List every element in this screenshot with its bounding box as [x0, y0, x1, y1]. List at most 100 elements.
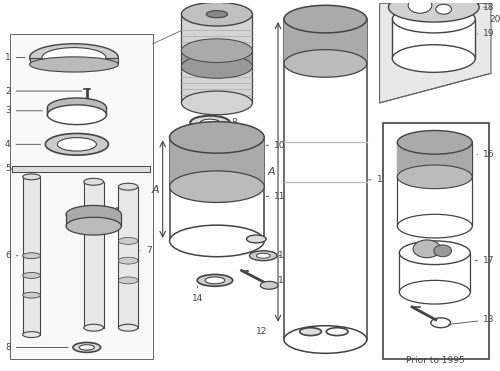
Bar: [170, 137, 264, 241]
Ellipse shape: [284, 326, 367, 353]
Bar: [392, 19, 475, 59]
Ellipse shape: [48, 98, 106, 118]
Ellipse shape: [30, 57, 118, 72]
Bar: [30, 58, 118, 65]
Text: 12: 12: [278, 251, 289, 260]
Ellipse shape: [170, 171, 264, 203]
Ellipse shape: [436, 4, 452, 14]
Ellipse shape: [118, 324, 138, 331]
Ellipse shape: [398, 165, 472, 189]
Text: A: A: [152, 185, 160, 195]
Polygon shape: [12, 166, 150, 172]
Ellipse shape: [200, 119, 220, 126]
Ellipse shape: [182, 91, 252, 115]
Bar: [398, 142, 472, 226]
Ellipse shape: [22, 253, 40, 259]
Ellipse shape: [398, 131, 472, 154]
Bar: [400, 253, 470, 292]
Ellipse shape: [197, 275, 232, 286]
Bar: [66, 214, 122, 226]
Ellipse shape: [434, 245, 452, 257]
Ellipse shape: [46, 134, 108, 155]
Bar: [22, 177, 40, 335]
Text: 2: 2: [5, 86, 82, 96]
Ellipse shape: [48, 105, 106, 125]
Text: 1: 1: [5, 53, 25, 62]
Ellipse shape: [205, 277, 225, 284]
Text: 17: 17: [475, 256, 494, 265]
Bar: [284, 19, 367, 63]
Text: 12: 12: [256, 327, 268, 336]
Ellipse shape: [22, 332, 40, 338]
Text: 19: 19: [477, 29, 494, 38]
Bar: [398, 142, 472, 177]
Ellipse shape: [118, 277, 138, 284]
Text: 16: 16: [477, 150, 494, 159]
Ellipse shape: [182, 39, 252, 62]
Bar: [284, 19, 367, 339]
Text: 6: 6: [5, 251, 18, 260]
Ellipse shape: [413, 240, 440, 258]
Ellipse shape: [300, 328, 322, 336]
Ellipse shape: [42, 47, 106, 68]
Ellipse shape: [182, 2, 252, 26]
Ellipse shape: [400, 241, 470, 265]
Text: 18: 18: [483, 3, 494, 12]
Text: 6A: 6A: [108, 207, 120, 216]
Bar: [182, 51, 252, 66]
Ellipse shape: [190, 116, 230, 129]
Ellipse shape: [73, 342, 101, 352]
Ellipse shape: [250, 251, 277, 261]
Ellipse shape: [398, 214, 472, 238]
Text: 8: 8: [5, 343, 68, 352]
Ellipse shape: [22, 272, 40, 278]
Ellipse shape: [284, 5, 367, 33]
Ellipse shape: [22, 174, 40, 180]
Text: 14: 14: [192, 286, 203, 303]
Bar: [84, 182, 103, 328]
Text: 3: 3: [5, 106, 43, 115]
Ellipse shape: [84, 324, 103, 331]
Bar: [382, 123, 489, 359]
Text: 8: 8: [232, 118, 237, 127]
Text: 7: 7: [140, 246, 151, 255]
Ellipse shape: [170, 225, 264, 257]
Text: 11: 11: [266, 192, 285, 201]
Ellipse shape: [182, 55, 252, 78]
Ellipse shape: [246, 235, 266, 243]
Text: 4: 4: [5, 140, 41, 149]
Ellipse shape: [392, 5, 475, 33]
Ellipse shape: [84, 178, 103, 185]
Bar: [182, 14, 252, 103]
Ellipse shape: [118, 257, 138, 264]
Ellipse shape: [66, 206, 122, 223]
Ellipse shape: [79, 345, 94, 350]
Polygon shape: [10, 34, 153, 359]
Text: 15: 15: [368, 175, 388, 184]
Ellipse shape: [118, 183, 138, 190]
Ellipse shape: [66, 217, 122, 235]
Ellipse shape: [58, 138, 96, 151]
Ellipse shape: [400, 280, 470, 304]
Polygon shape: [380, 3, 491, 103]
Text: 10: 10: [266, 141, 285, 150]
Ellipse shape: [206, 11, 228, 18]
Text: Prior to 1995: Prior to 1995: [406, 356, 465, 365]
Ellipse shape: [408, 0, 432, 13]
Text: A: A: [268, 167, 275, 177]
Text: 13: 13: [273, 276, 289, 285]
Text: 13: 13: [448, 315, 494, 324]
Ellipse shape: [170, 122, 264, 153]
Ellipse shape: [256, 253, 270, 258]
Text: 5: 5: [5, 164, 12, 174]
Ellipse shape: [30, 44, 118, 71]
Ellipse shape: [284, 50, 367, 77]
Text: 20: 20: [489, 14, 500, 24]
Ellipse shape: [22, 292, 40, 298]
Ellipse shape: [118, 237, 138, 244]
Ellipse shape: [392, 45, 475, 72]
Ellipse shape: [388, 0, 479, 22]
Bar: [170, 137, 264, 187]
Ellipse shape: [260, 281, 278, 289]
Bar: [48, 108, 106, 115]
